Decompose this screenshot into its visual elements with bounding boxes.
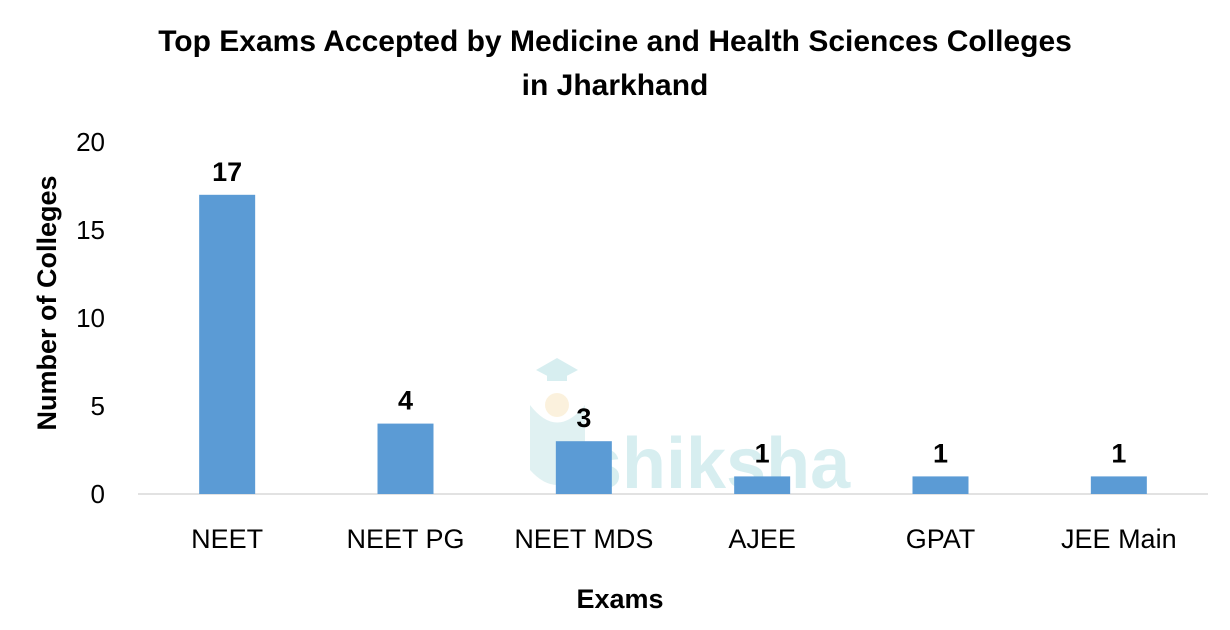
bar bbox=[912, 476, 969, 494]
y-tick-label: 5 bbox=[91, 391, 105, 421]
x-tick-label: NEET MDS bbox=[514, 524, 653, 554]
chart-title-line-2: in Jharkhand bbox=[522, 69, 709, 102]
y-tick-label: 15 bbox=[76, 215, 105, 245]
bar bbox=[199, 194, 256, 495]
watermark: shiksha bbox=[530, 358, 851, 504]
x-tick-label: AJEE bbox=[728, 524, 796, 554]
bar-data-label: 1 bbox=[755, 438, 770, 468]
bar bbox=[1090, 476, 1147, 494]
bar-data-label: 3 bbox=[576, 403, 591, 433]
x-tick-label: JEE Main bbox=[1061, 524, 1177, 554]
x-axis-title: Exams bbox=[576, 584, 663, 614]
y-axis-ticks: 0 5 10 15 20 bbox=[76, 127, 105, 509]
bar-data-label: 17 bbox=[212, 157, 242, 187]
y-tick-label: 0 bbox=[91, 479, 105, 509]
data-labels: 17 4 3 1 1 1 bbox=[212, 157, 1126, 469]
bar-data-label: 1 bbox=[1111, 438, 1126, 468]
x-axis-category-labels: NEET NEET PG NEET MDS AJEE GPAT JEE Main bbox=[191, 524, 1176, 554]
bar-data-label: 1 bbox=[933, 438, 948, 468]
x-tick-label: NEET bbox=[191, 524, 263, 554]
y-tick-label: 20 bbox=[76, 127, 105, 157]
x-tick-label: NEET PG bbox=[346, 524, 464, 554]
x-tick-label: GPAT bbox=[906, 524, 976, 554]
y-tick-label: 10 bbox=[76, 303, 105, 333]
bar bbox=[555, 441, 612, 494]
bar-data-label: 4 bbox=[398, 386, 413, 416]
watermark-text: shiksha bbox=[582, 424, 851, 504]
bars bbox=[199, 194, 1147, 495]
bar bbox=[734, 476, 791, 494]
bar bbox=[377, 423, 434, 494]
y-axis-title: Number of Colleges bbox=[32, 175, 62, 430]
chart-title-line-1: Top Exams Accepted by Medicine and Healt… bbox=[158, 25, 1072, 58]
